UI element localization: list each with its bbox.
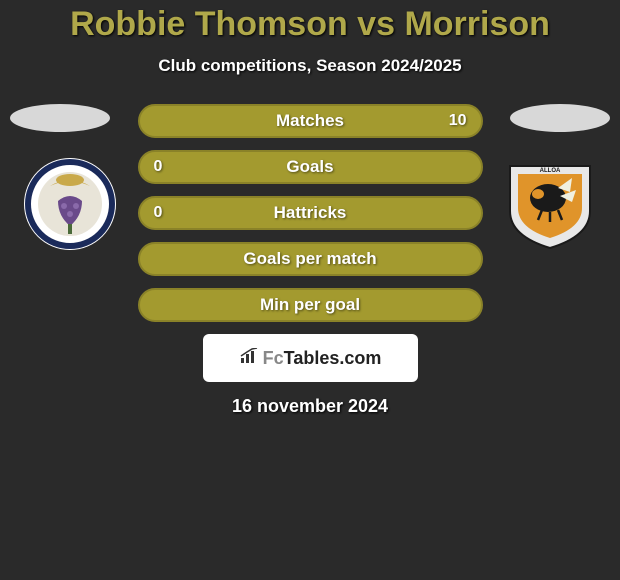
stat-left-value: 0 [154,204,163,222]
stat-row-min-per-goal: Min per goal [138,288,483,322]
date-text: 16 november 2024 [0,396,620,417]
inverness-badge-icon [20,156,120,251]
stat-rows: Matches 10 0 Goals 0 Hattricks Goals per… [138,104,483,322]
right-player-ellipse [510,104,610,132]
stat-label: Matches [276,111,344,131]
logo-suffix: Tables.com [284,348,382,368]
stat-row-goals-per-match: Goals per match [138,242,483,276]
fctables-logo[interactable]: FcTables.com [203,334,418,382]
stats-area: ALLOA Matches 10 0 Goals 0 Hattricks Goa… [0,104,620,417]
chart-icon [239,348,259,369]
stat-label: Goals per match [243,249,376,269]
stat-right-value: 10 [449,112,467,130]
left-club-badge [20,156,120,251]
stat-row-matches: Matches 10 [138,104,483,138]
stat-row-goals: 0 Goals [138,150,483,184]
svg-text:ALLOA: ALLOA [540,168,561,174]
page-subtitle: Club competitions, Season 2024/2025 [0,56,620,76]
stat-row-hattricks: 0 Hattricks [138,196,483,230]
logo-prefix: Fc [263,348,284,368]
left-player-ellipse [10,104,110,132]
alloa-badge-icon: ALLOA [500,156,600,251]
logo-text: FcTables.com [263,348,382,369]
page-title: Robbie Thomson vs Morrison [0,5,620,44]
stat-label: Hattricks [274,203,347,223]
right-club-badge: ALLOA [500,156,600,251]
stat-label: Min per goal [260,295,360,315]
stat-left-value: 0 [154,158,163,176]
stat-label: Goals [286,157,333,177]
main-container: Robbie Thomson vs Morrison Club competit… [0,0,620,417]
